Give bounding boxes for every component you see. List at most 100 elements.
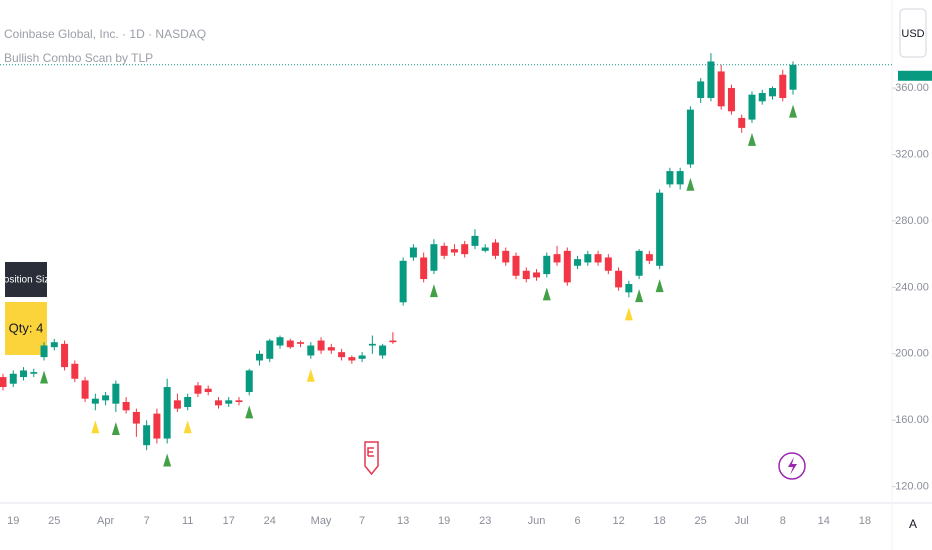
candle-body — [420, 257, 428, 280]
candle-body — [717, 71, 725, 107]
currency-label[interactable]: USD — [901, 28, 924, 40]
candle-body — [194, 385, 202, 394]
signal-arrow — [111, 421, 120, 435]
candle-body — [502, 250, 510, 263]
qty-box — [5, 302, 47, 355]
x-tick-label: 11 — [182, 515, 193, 527]
candle-body — [738, 117, 746, 128]
candle-body — [543, 255, 551, 275]
candle-body — [379, 345, 387, 356]
candle-body — [143, 425, 151, 446]
indicator-title: Bullish Combo Scan by TLP — [4, 51, 153, 65]
signal-arrow — [655, 279, 664, 293]
x-tick-label: 14 — [818, 515, 830, 527]
y-tick-label: 280.00 — [895, 215, 929, 227]
candle-body — [553, 254, 561, 263]
position-size-box — [5, 262, 47, 297]
candle-body — [666, 171, 674, 185]
candle-body — [645, 254, 653, 261]
x-tick-label: 7 — [144, 515, 150, 527]
signal-arrow — [245, 405, 254, 419]
candle-body — [163, 387, 171, 439]
candle-body — [450, 249, 458, 253]
x-tick-label: 19 — [7, 515, 19, 527]
signal-arrow — [542, 287, 551, 301]
candle-body — [727, 88, 735, 112]
candle-body — [286, 340, 294, 348]
candle-body — [574, 259, 582, 266]
x-tick-label: 19 — [438, 515, 450, 527]
candle-body — [256, 353, 263, 361]
signal-arrow — [183, 420, 192, 434]
x-tick-label: 12 — [612, 515, 624, 527]
x-tick-label: 24 — [264, 515, 276, 527]
candle-body — [348, 357, 356, 361]
candle-body — [317, 340, 325, 351]
candle-body — [584, 254, 592, 263]
candle-body — [81, 380, 89, 399]
signal-arrow — [747, 132, 756, 146]
signal-arrow — [789, 104, 798, 118]
candle-body — [635, 250, 643, 276]
candle-body — [533, 272, 541, 278]
candle-body — [399, 260, 407, 303]
candle-body — [758, 93, 766, 102]
x-tick-label: Apr — [97, 515, 114, 527]
candle-body — [297, 342, 305, 344]
candle-body — [50, 342, 58, 348]
candle-body — [707, 61, 715, 99]
candle-body — [368, 343, 376, 346]
candle-body — [409, 247, 417, 258]
x-tick-label: May — [311, 515, 332, 527]
y-tick-label: 360.00 — [895, 82, 929, 94]
price-label — [898, 70, 932, 81]
x-tick-label: 25 — [695, 515, 707, 527]
candle-body — [20, 370, 28, 378]
dividend-icon[interactable] — [778, 452, 806, 480]
candle-body — [594, 254, 602, 263]
candle-body — [686, 109, 694, 165]
candle-body — [235, 400, 243, 402]
candle-body — [625, 284, 633, 293]
auto-scale-button[interactable]: A — [909, 517, 917, 531]
y-tick-label: 240.00 — [895, 281, 929, 293]
candle-body — [656, 192, 664, 266]
candle-body — [522, 270, 530, 280]
candle-body — [697, 81, 705, 99]
candle-body — [358, 355, 366, 359]
candle-body — [40, 345, 48, 358]
candle-body — [184, 397, 192, 407]
candle-body — [225, 400, 233, 404]
candle-body — [132, 411, 140, 424]
candle-body — [91, 398, 99, 404]
candle-body — [153, 413, 161, 439]
candle-body — [748, 94, 756, 120]
x-tick-label: 17 — [223, 515, 235, 527]
candle-body — [30, 372, 38, 374]
candle-body — [173, 400, 181, 409]
candle-body — [327, 347, 335, 351]
candle-body — [481, 247, 489, 251]
candle-body — [512, 255, 520, 276]
x-tick-label: 23 — [479, 515, 491, 527]
candle-body — [430, 244, 438, 271]
candle-body — [266, 340, 274, 359]
signal-arrow — [40, 370, 49, 384]
signal-arrow — [91, 420, 100, 434]
currency-button[interactable] — [899, 8, 927, 58]
candle-body — [9, 373, 17, 384]
signal-arrow — [429, 284, 438, 298]
y-tick-label: 200.00 — [895, 348, 929, 360]
candle-body — [307, 345, 315, 356]
signal-arrow — [635, 289, 644, 303]
candle-body — [122, 401, 130, 411]
signal-arrow — [624, 307, 633, 321]
qty-label: Qty: 4 — [9, 320, 44, 335]
x-tick-label: Jun — [528, 515, 546, 527]
signal-arrow — [686, 177, 695, 191]
y-tick-label: 320.00 — [895, 148, 929, 160]
position-size-label: Position Size — [0, 275, 55, 286]
earnings-icon[interactable] — [364, 441, 379, 476]
